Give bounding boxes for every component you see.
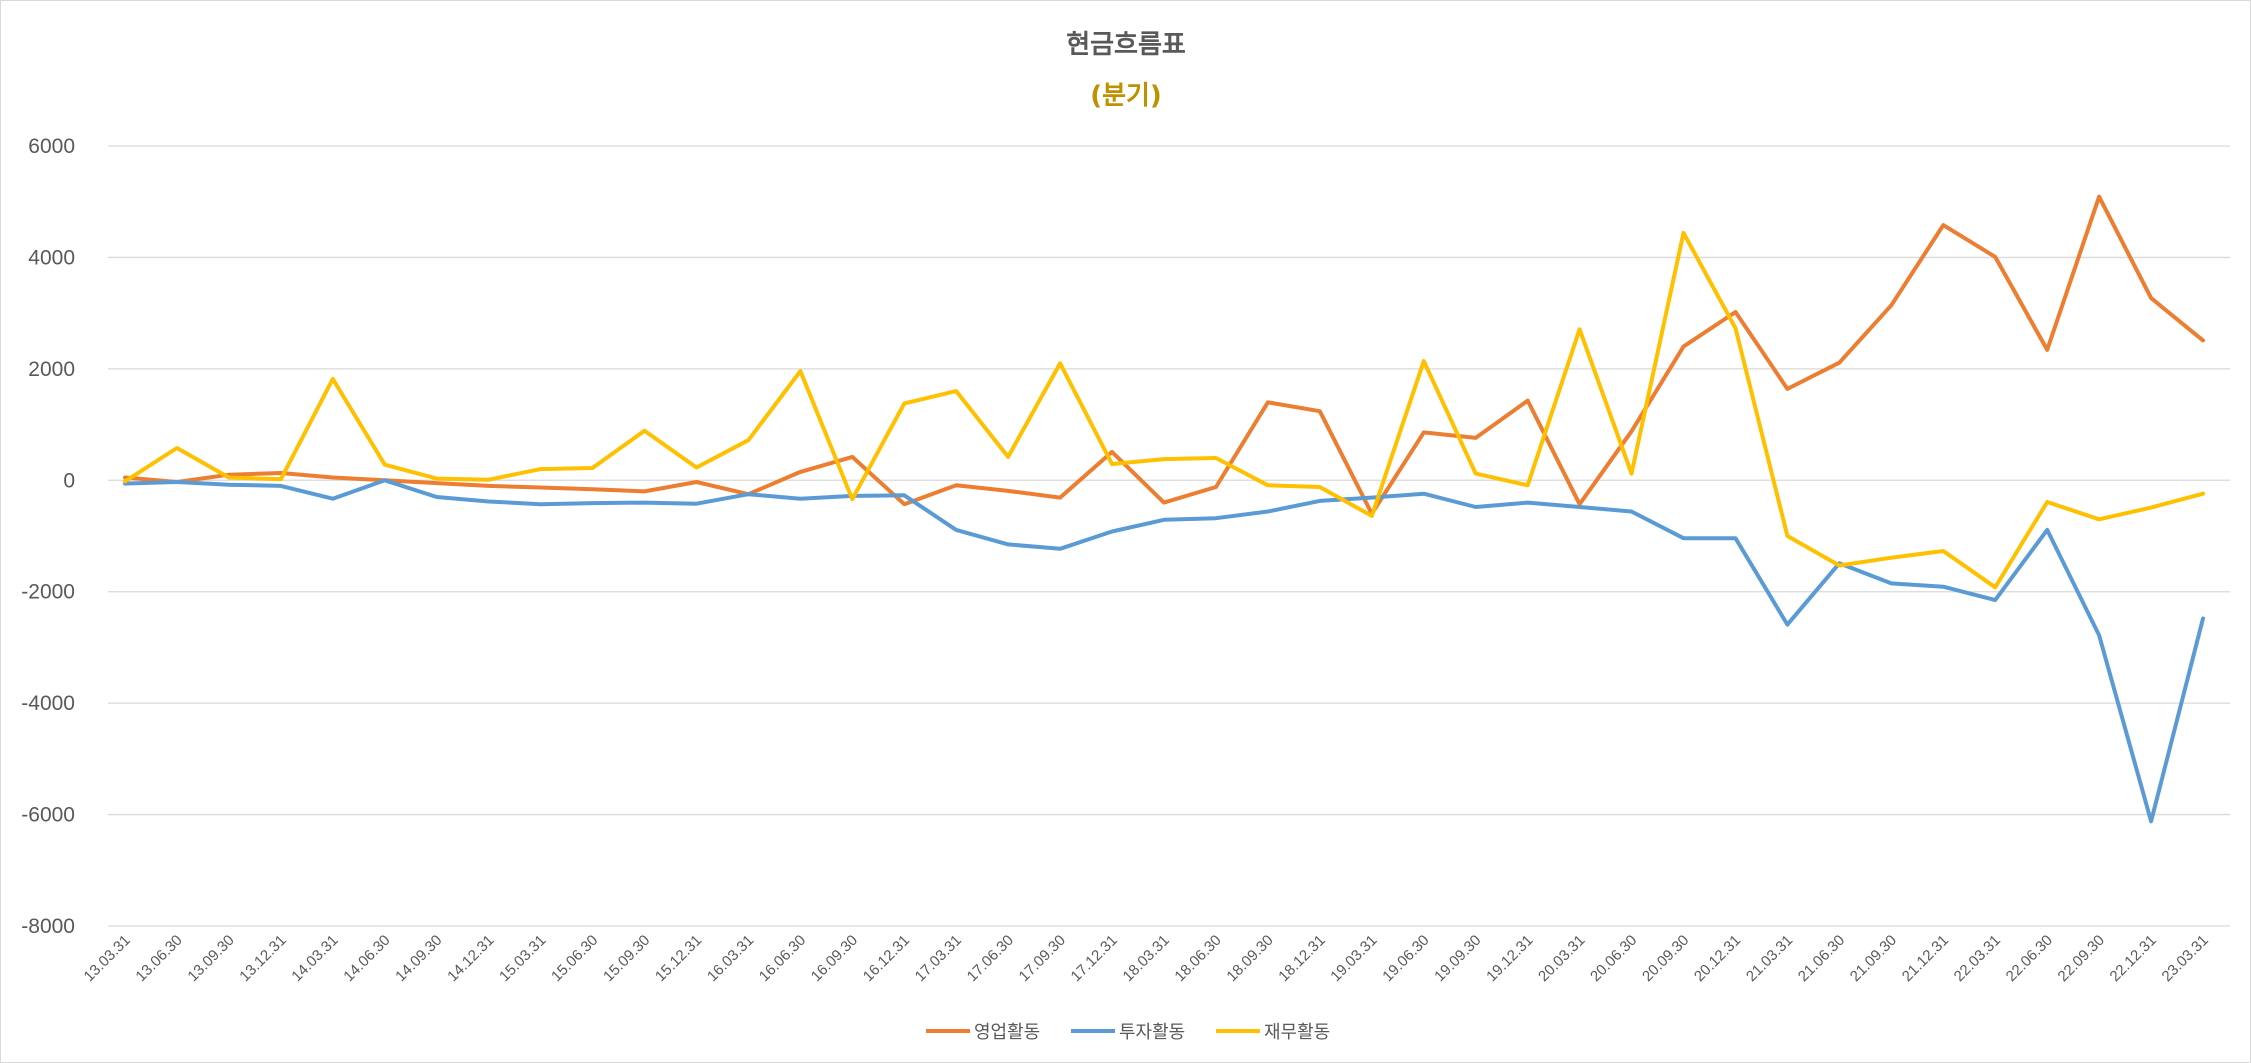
x-tick-label: 19.09.30 <box>1431 932 1484 985</box>
y-tick-label: 4000 <box>28 246 75 269</box>
legend-label: 영업활동 <box>974 1022 1040 1043</box>
x-tick-label: 18.12.31 <box>1275 932 1328 985</box>
series-line-3 <box>123 230 2205 590</box>
x-tick-label: 19.06.30 <box>1379 932 1432 985</box>
x-tick-label: 13.03.31 <box>81 932 134 985</box>
x-tick-label: 20.03.31 <box>1535 932 1588 985</box>
x-tick-label: 15.09.30 <box>600 932 653 985</box>
x-tick-label: 16.09.30 <box>808 932 861 985</box>
series-line-2 <box>123 478 2205 824</box>
x-tick-label: 19.03.31 <box>1327 932 1380 985</box>
x-tick-label: 15.03.31 <box>496 932 549 985</box>
x-tick-label: 18.06.30 <box>1171 932 1224 985</box>
x-tick-label: 23.03.31 <box>2159 932 2212 985</box>
legend: 영업활동 투자활동 재무활동 <box>926 1022 1330 1043</box>
x-tick-label: 19.12.31 <box>1483 932 1536 985</box>
y-tick-label: -4000 <box>21 692 75 715</box>
x-tick-label: 22.09.30 <box>2055 932 2108 985</box>
x-tick-label: 21.06.30 <box>1795 932 1848 985</box>
x-tick-label: 17.03.31 <box>912 932 965 985</box>
chart-title: 현금흐름표 <box>1066 30 1186 60</box>
x-tick-label: 15.12.31 <box>652 932 705 985</box>
x-tick-label: 17.06.30 <box>964 932 1017 985</box>
x-tick-label: 17.12.31 <box>1068 932 1121 985</box>
x-tick-label: 14.09.30 <box>392 932 445 985</box>
x-tick-label: 18.03.31 <box>1120 932 1173 985</box>
x-tick-label: 21.12.31 <box>1899 932 1952 985</box>
x-tick-label: 22.06.30 <box>2003 932 2056 985</box>
series-line-1 <box>123 194 2205 516</box>
y-tick-label: 2000 <box>28 358 75 381</box>
legend-label: 투자활동 <box>1119 1022 1185 1043</box>
x-tick-label: 16.12.31 <box>860 932 913 985</box>
x-tick-label: 21.09.30 <box>1847 932 1900 985</box>
x-tick-label: 20.06.30 <box>1587 932 1640 985</box>
gridlines <box>108 145 2230 927</box>
x-tick-label: 22.03.31 <box>1951 932 2004 985</box>
x-tick-label: 14.12.31 <box>444 932 497 985</box>
x-tick-label: 17.09.30 <box>1016 932 1069 985</box>
y-tick-label: 6000 <box>28 135 75 158</box>
x-axis-ticks: 13.03.3113.06.3013.09.3013.12.3114.03.31… <box>81 932 2212 985</box>
y-tick-label: -8000 <box>21 915 75 938</box>
series-lines <box>123 194 2205 824</box>
x-tick-label: 14.06.30 <box>340 932 393 985</box>
x-tick-label: 16.06.30 <box>756 932 809 985</box>
x-tick-label: 13.09.30 <box>184 932 237 985</box>
x-tick-label: 14.03.31 <box>288 932 341 985</box>
x-tick-label: 13.06.30 <box>132 932 185 985</box>
y-tick-label: -6000 <box>21 804 75 827</box>
x-tick-label: 16.03.31 <box>704 932 757 985</box>
x-tick-label: 18.09.30 <box>1223 932 1276 985</box>
chart-subtitle: (분기) <box>1090 81 1162 111</box>
x-tick-label: 20.09.30 <box>1639 932 1692 985</box>
legend-label: 재무활동 <box>1264 1022 1330 1043</box>
x-tick-label: 21.03.31 <box>1743 932 1796 985</box>
y-tick-label: 0 <box>63 469 75 492</box>
y-tick-label: -2000 <box>21 581 75 604</box>
x-tick-label: 13.12.31 <box>236 932 289 985</box>
x-tick-label: 20.12.31 <box>1691 932 1744 985</box>
x-tick-label: 22.12.31 <box>2107 932 2160 985</box>
x-tick-label: 15.06.30 <box>548 932 601 985</box>
y-axis-ticks: 6000 4000 2000 0 -2000 -4000 -6000 -8000 <box>21 135 75 938</box>
